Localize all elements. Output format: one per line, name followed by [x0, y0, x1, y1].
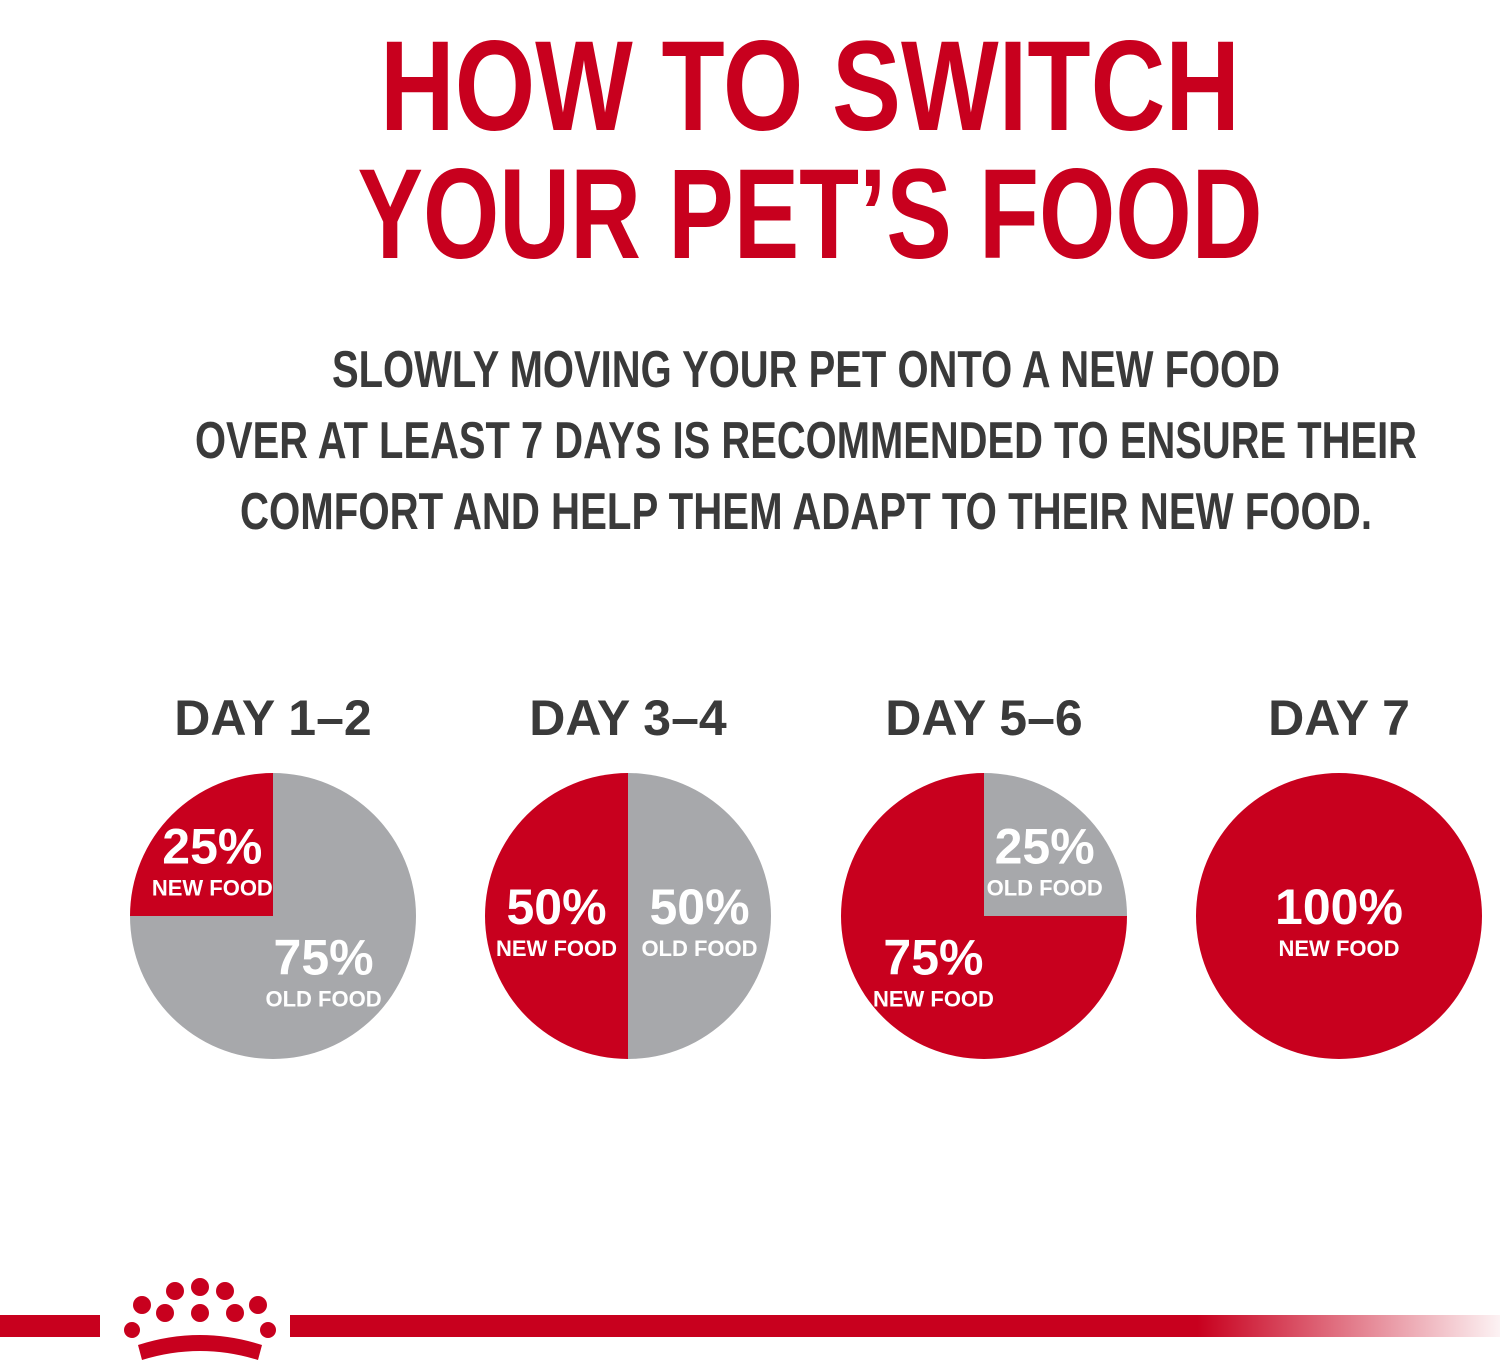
value-label: 50%: [506, 879, 606, 935]
pie-title: DAY 5–6: [885, 690, 1082, 746]
category-label: OLD FOOD: [641, 936, 757, 961]
pie-slice: [485, 773, 628, 1059]
value-label: 100%: [1275, 879, 1403, 935]
pie-title: DAY 7: [1268, 690, 1410, 746]
pie-slice: [130, 773, 416, 1059]
pie-title: DAY 3–4: [529, 690, 727, 746]
category-label: OLD FOOD: [266, 987, 382, 1012]
title-line: HOW TO SWITCH: [380, 15, 1240, 158]
footer-line: [0, 1315, 100, 1337]
value-label: 25%: [162, 818, 262, 874]
pie-slice: [130, 773, 273, 916]
value-label: 75%: [274, 930, 374, 986]
category-label: NEW FOOD: [1279, 936, 1400, 961]
value-label: 25%: [995, 818, 1095, 874]
pie-slice: [1196, 773, 1482, 1059]
footer-line: [290, 1315, 1500, 1337]
crown-logo: [124, 1278, 276, 1360]
title-line: YOUR PET’S FOOD: [358, 143, 1263, 286]
brand-footer: [0, 1278, 1500, 1360]
pie-title: DAY 1–2: [174, 690, 371, 746]
category-label: OLD FOOD: [987, 875, 1103, 900]
value-label: 75%: [883, 930, 983, 986]
description-line: SLOWLY MOVING YOUR PET ONTO A NEW FOOD: [332, 341, 1280, 399]
category-label: NEW FOOD: [873, 987, 994, 1012]
description-line: OVER AT LEAST 7 DAYS IS RECOMMENDED TO E…: [195, 412, 1417, 470]
pie-slice: [984, 773, 1127, 916]
description-line: COMFORT AND HELP THEM ADAPT TO THEIR NEW…: [240, 483, 1372, 541]
value-label: 50%: [649, 879, 749, 935]
pie-slice: [628, 773, 771, 1059]
category-label: NEW FOOD: [152, 875, 273, 900]
category-label: NEW FOOD: [496, 936, 617, 961]
